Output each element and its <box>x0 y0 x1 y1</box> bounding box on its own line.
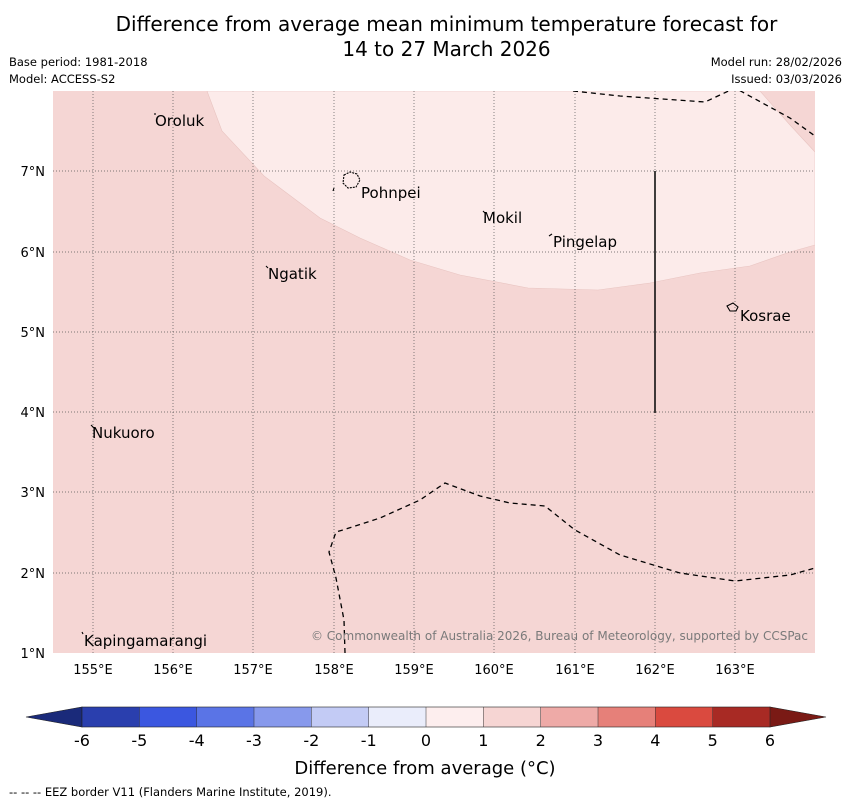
x-tick-label: 163°E <box>715 663 755 678</box>
nukuoro-mark <box>90 424 95 429</box>
place-label-ngatik: Ngatik <box>268 265 317 283</box>
colorbar-bin <box>196 707 255 727</box>
pingelap-mark <box>548 233 553 237</box>
copyright-notice: © Commonwealth of Australia 2026, Bureau… <box>311 629 808 643</box>
colorbar-tick-label: -1 <box>361 731 377 750</box>
islet-mark <box>332 187 335 192</box>
place-label-kosrae: Kosrae <box>740 307 791 325</box>
base-period: Base period: 1981-2018 <box>9 55 148 69</box>
mokil-mark <box>482 210 486 214</box>
colorbar-bin <box>139 707 197 727</box>
map-title: Difference from average mean minimum tem… <box>0 12 850 62</box>
y-tick-label: 3°N <box>21 486 46 501</box>
place-labels: Oroluk Pohnpei Mokil Pingelap Ngatik Kos… <box>84 112 791 650</box>
colorbar-bin <box>655 707 713 727</box>
colorbar-underflow <box>25 706 83 728</box>
y-tick-label: 6°N <box>21 246 46 261</box>
place-label-pingelap: Pingelap <box>553 233 617 251</box>
colorbar-bin <box>311 707 369 727</box>
eez-borders <box>328 91 815 653</box>
place-label-mokil: Mokil <box>483 209 522 227</box>
y-tick-label: 4°N <box>21 406 46 421</box>
colorbar-tick-label: 5 <box>708 731 718 750</box>
x-tick-label: 161°E <box>555 663 595 678</box>
colorbar-bins <box>81 706 771 728</box>
colorbar: -6 -5 -4 -3 -2 -1 0 1 2 3 4 5 6 Difference from aver… <box>25 706 827 779</box>
colorbar-title: Difference from average (°C) <box>294 758 555 779</box>
colorbar-tick-label: -3 <box>246 731 262 750</box>
colorbar-tick-label: -6 <box>74 731 90 750</box>
title-line-2: 14 to 27 March 2026 <box>342 37 551 61</box>
colorbar-tick-label: 3 <box>593 731 603 750</box>
colorbar-tick-label: 0 <box>421 731 431 750</box>
colorbar-tick-label: 1 <box>478 731 488 750</box>
y-tick-label: 1°N <box>21 647 46 662</box>
x-tick-label: 155°E <box>73 663 113 678</box>
x-tick-label: 160°E <box>474 663 514 678</box>
colorbar-tick-label: 2 <box>536 731 546 750</box>
colorbar-tick-label: 4 <box>650 731 660 750</box>
colorbar-bin <box>254 707 312 727</box>
colorbar-tick-label: -2 <box>303 731 319 750</box>
x-axis-labels: 155°E 156°E 157°E 158°E 159°E 160°E 161°… <box>73 663 755 678</box>
y-axis-labels: 7°N 6°N 5°N 4°N 3°N 2°N 1°N <box>21 165 46 662</box>
ngatik-mark <box>265 265 269 269</box>
meta-left: Base period: 1981-2018 Model: ACCESS-S2 <box>9 54 148 88</box>
model-run: Model run: 28/02/2026 <box>710 55 842 69</box>
eez-border-north <box>572 91 815 137</box>
x-tick-label: 159°E <box>394 663 434 678</box>
colorbar-bin <box>368 707 427 727</box>
colorbar-bin <box>82 707 140 727</box>
y-tick-label: 5°N <box>21 326 46 341</box>
colorbar-bin <box>598 707 656 727</box>
place-label-oroluk: Oroluk <box>155 112 204 130</box>
colorbar-tick-label: -4 <box>189 731 205 750</box>
place-label-kapingamarangi: Kapingamarangi <box>84 632 207 650</box>
pohnpei-outline <box>342 171 361 189</box>
island-outlines <box>81 113 739 635</box>
colorbar-bin <box>540 707 599 727</box>
colorbar-bin <box>712 707 771 727</box>
x-tick-label: 158°E <box>314 663 354 678</box>
y-tick-label: 7°N <box>21 165 46 180</box>
issued-date: Issued: 03/03/2026 <box>731 72 842 86</box>
x-tick-label: 157°E <box>233 663 273 678</box>
colorbar-bin <box>483 707 541 727</box>
model-name: Model: ACCESS-S2 <box>9 72 116 86</box>
title-line-1: Difference from average mean minimum tem… <box>115 12 778 36</box>
colorbar-overflow <box>769 706 827 728</box>
meta-right: Model run: 28/02/2026 Issued: 03/03/2026 <box>711 54 842 88</box>
anomaly-region-0-1 <box>206 91 815 291</box>
colorbar-tick-label: 6 <box>765 731 775 750</box>
colorbar-tick-label: -5 <box>131 731 147 750</box>
eez-border-south <box>328 482 815 653</box>
x-tick-label: 162°E <box>635 663 675 678</box>
place-label-nukuoro: Nukuoro <box>92 424 155 442</box>
eez-footnote: -- -- -- EEZ border V11 (Flanders Marine… <box>9 785 332 799</box>
kapingamarangi-mark <box>81 631 84 635</box>
place-label-pohnpei: Pohnpei <box>361 184 421 202</box>
y-tick-label: 2°N <box>21 567 46 582</box>
kosrae-outline <box>726 302 739 312</box>
x-tick-label: 156°E <box>153 663 193 678</box>
colorbar-bin <box>426 707 484 727</box>
colorbar-ticks: -6 -5 -4 -3 -2 -1 0 1 2 3 4 5 6 <box>74 731 775 750</box>
